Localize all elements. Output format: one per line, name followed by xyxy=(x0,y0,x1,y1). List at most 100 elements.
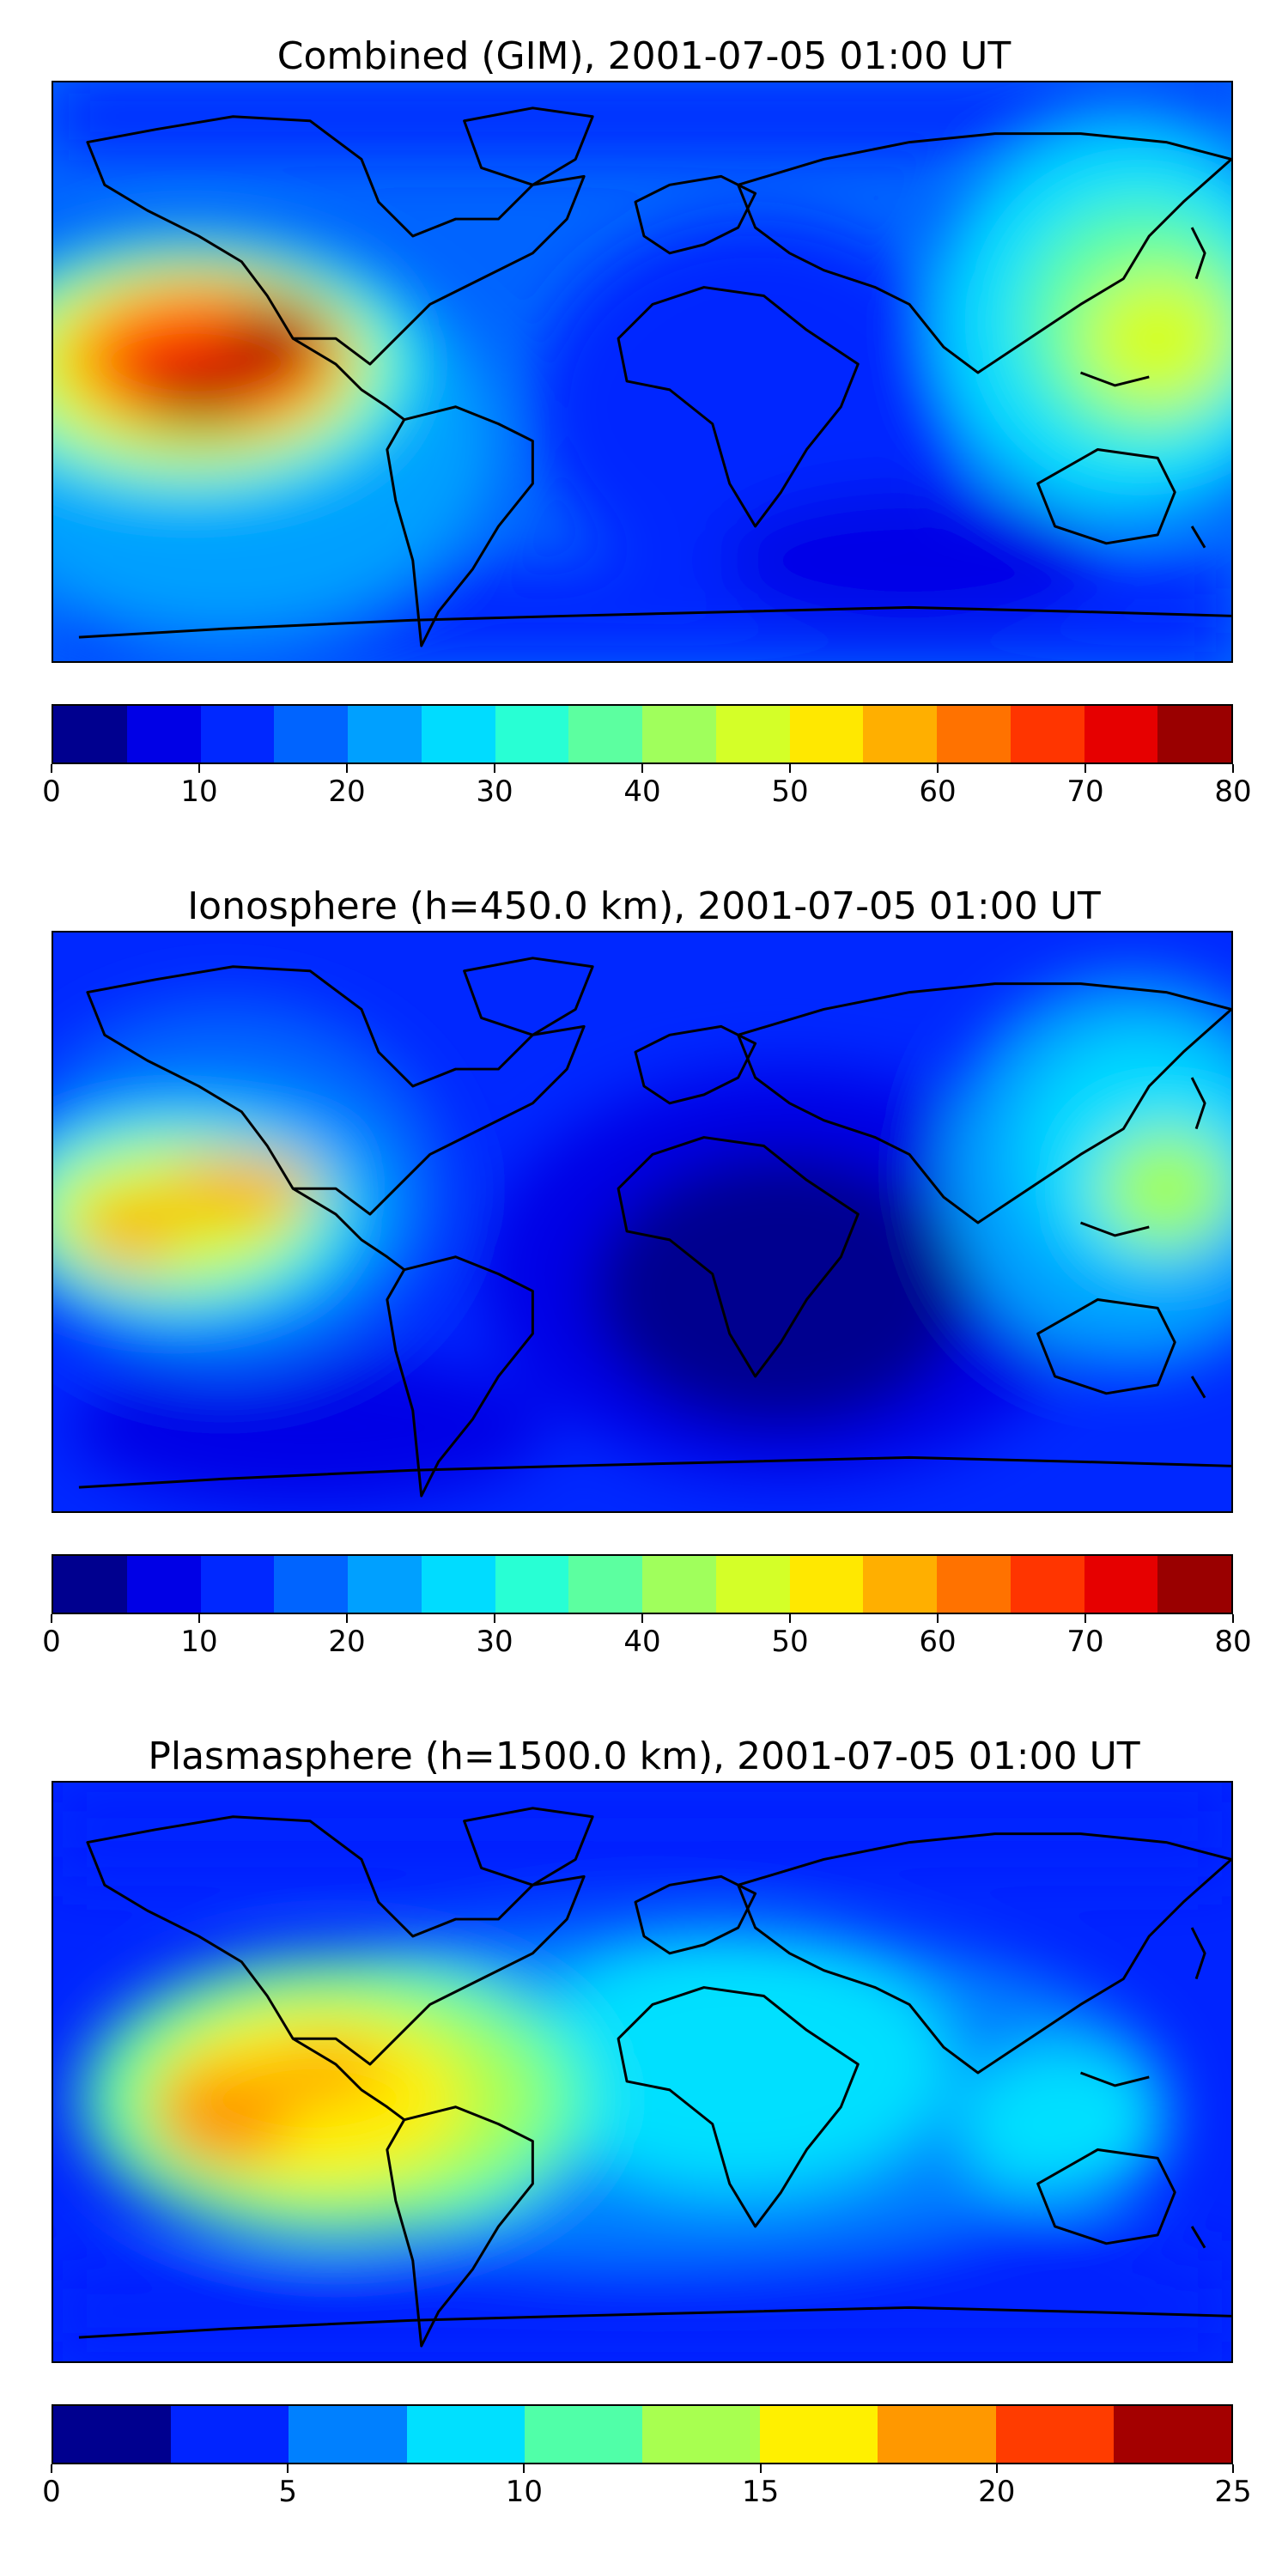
colorbar-segment xyxy=(495,1556,569,1613)
colorbar-segment xyxy=(421,706,495,762)
colorbar-tick-label: 0 xyxy=(42,775,61,809)
colorbar-tick xyxy=(523,2464,526,2473)
colorbar-tick-label: 10 xyxy=(505,2475,544,2509)
colorbar-segment xyxy=(789,1556,864,1613)
colorbar-tick-label: 80 xyxy=(1214,1625,1252,1659)
colorbar-tick xyxy=(1232,764,1234,773)
colorbar-segment xyxy=(995,2406,1114,2463)
colorbar-segment xyxy=(126,706,201,762)
colorbar-segment xyxy=(863,706,937,762)
colorbar-tick xyxy=(494,764,495,773)
colorbar-segment xyxy=(863,1556,937,1613)
colorbar-tick xyxy=(1232,2464,1234,2473)
colorbar-segment xyxy=(200,706,275,762)
colorbar-tick xyxy=(346,1614,348,1623)
colorbar-tick xyxy=(789,764,791,773)
colorbar-tick xyxy=(995,2464,998,2473)
colorbar-tick xyxy=(1232,1614,1234,1623)
colorbar-tick-label: 30 xyxy=(476,775,513,809)
colorbar-tick xyxy=(937,764,939,773)
colorbar-tick xyxy=(51,1614,52,1623)
colorbar-segment xyxy=(348,706,422,762)
colorbar-segment xyxy=(715,706,790,762)
colorbar-tick-label: 70 xyxy=(1066,775,1104,809)
colorbar-segment xyxy=(421,1556,495,1613)
colorbar-tick-label: 10 xyxy=(180,1625,218,1659)
colorbar-tick-label: 50 xyxy=(771,1625,809,1659)
colorbar-segment xyxy=(1157,706,1231,762)
colorbar-segment xyxy=(1084,706,1158,762)
panel-ionosphere: Ionosphere (h=450.0 km), 2001-07-05 01:0… xyxy=(0,884,1288,1674)
map-plasmasphere xyxy=(52,1781,1233,2363)
tec-map xyxy=(53,1783,1231,2361)
colorbar-segment xyxy=(200,1556,275,1613)
tec-map xyxy=(53,82,1231,661)
colorbar-tick-label: 50 xyxy=(771,775,809,809)
map-ionosphere xyxy=(52,931,1233,1513)
colorbar-segment xyxy=(53,706,127,762)
colorbar-segment xyxy=(1010,706,1084,762)
colorbar-segment xyxy=(1010,1556,1084,1613)
colorbar-tick xyxy=(641,1614,643,1623)
colorbar-segment xyxy=(760,2406,878,2463)
colorbar-tick xyxy=(287,2464,289,2473)
colorbar-tick-label: 60 xyxy=(919,775,957,809)
colorbar-ticks: 0 10 20 30 40 50 60 70 80 xyxy=(42,764,1252,816)
colorbar-tick-label: 40 xyxy=(623,1625,661,1659)
colorbar-tick-label: 30 xyxy=(476,1625,513,1659)
colorbar-tick xyxy=(198,764,200,773)
colorbar-segment xyxy=(53,2406,172,2463)
colorbar-tick xyxy=(51,764,52,773)
colorbar-tick-label: 15 xyxy=(741,2475,780,2509)
colorbar-tick xyxy=(1084,764,1086,773)
colorbar-segment xyxy=(126,1556,201,1613)
colorbar-segment xyxy=(937,706,1011,762)
colorbar-tick-label: 10 xyxy=(180,775,218,809)
colorbar-tick xyxy=(1084,1614,1086,1623)
colorbar xyxy=(52,704,1233,764)
colorbar-tick-label: 80 xyxy=(1214,775,1252,809)
panel-plasmasphere: Plasmasphere (h=1500.0 km), 2001-07-05 0… xyxy=(0,1735,1288,2559)
colorbar-ticks: 0 10 20 30 40 50 60 70 80 xyxy=(42,1614,1252,1666)
colorbar-segment xyxy=(274,706,348,762)
colorbar-tick-label: 25 xyxy=(1214,2475,1252,2509)
tec-map xyxy=(53,933,1231,1511)
colorbar-tick xyxy=(759,2464,762,2473)
colorbar-segment xyxy=(642,1556,716,1613)
colorbar-tick-label: 5 xyxy=(278,2475,298,2509)
colorbar-tick-label: 40 xyxy=(623,775,661,809)
colorbar-segment xyxy=(642,2406,761,2463)
panel-title: Combined (GIM), 2001-07-05 01:00 UT xyxy=(276,34,1012,78)
colorbar-tick xyxy=(641,764,643,773)
colorbar-ticks: 0 5 10 15 20 25 xyxy=(42,2464,1252,2516)
colorbar-segment xyxy=(1113,2406,1232,2463)
colorbar-segment xyxy=(53,1556,127,1613)
colorbar-segment xyxy=(878,2406,996,2463)
colorbar-segment xyxy=(715,1556,790,1613)
colorbar-tick-label: 60 xyxy=(919,1625,957,1659)
colorbar-tick-label: 20 xyxy=(978,2475,1016,2509)
colorbar-segment xyxy=(1084,1556,1158,1613)
map-combined xyxy=(52,81,1233,663)
colorbar-tick-label: 20 xyxy=(328,775,366,809)
colorbar-tick-label: 70 xyxy=(1066,1625,1104,1659)
colorbar-segment xyxy=(289,2406,407,2463)
colorbar-tick-label: 20 xyxy=(328,1625,366,1659)
colorbar-segment xyxy=(171,2406,289,2463)
colorbar-tick xyxy=(789,1614,791,1623)
colorbar xyxy=(52,1554,1233,1614)
colorbar-segment xyxy=(406,2406,525,2463)
colorbar-segment xyxy=(524,2406,643,2463)
panel-title: Ionosphere (h=450.0 km), 2001-07-05 01:0… xyxy=(187,884,1101,928)
colorbar-tick xyxy=(51,2464,52,2473)
colorbar-segment xyxy=(274,1556,348,1613)
colorbar-segment xyxy=(568,706,642,762)
colorbar xyxy=(52,2404,1233,2464)
panel-title: Plasmasphere (h=1500.0 km), 2001-07-05 0… xyxy=(148,1735,1140,1778)
colorbar-tick xyxy=(937,1614,939,1623)
panel-combined: Combined (GIM), 2001-07-05 01:00 UT xyxy=(0,34,1288,824)
colorbar-segment xyxy=(937,1556,1011,1613)
colorbar-segment xyxy=(642,706,716,762)
colorbar-segment xyxy=(348,1556,422,1613)
colorbar-tick xyxy=(494,1614,495,1623)
